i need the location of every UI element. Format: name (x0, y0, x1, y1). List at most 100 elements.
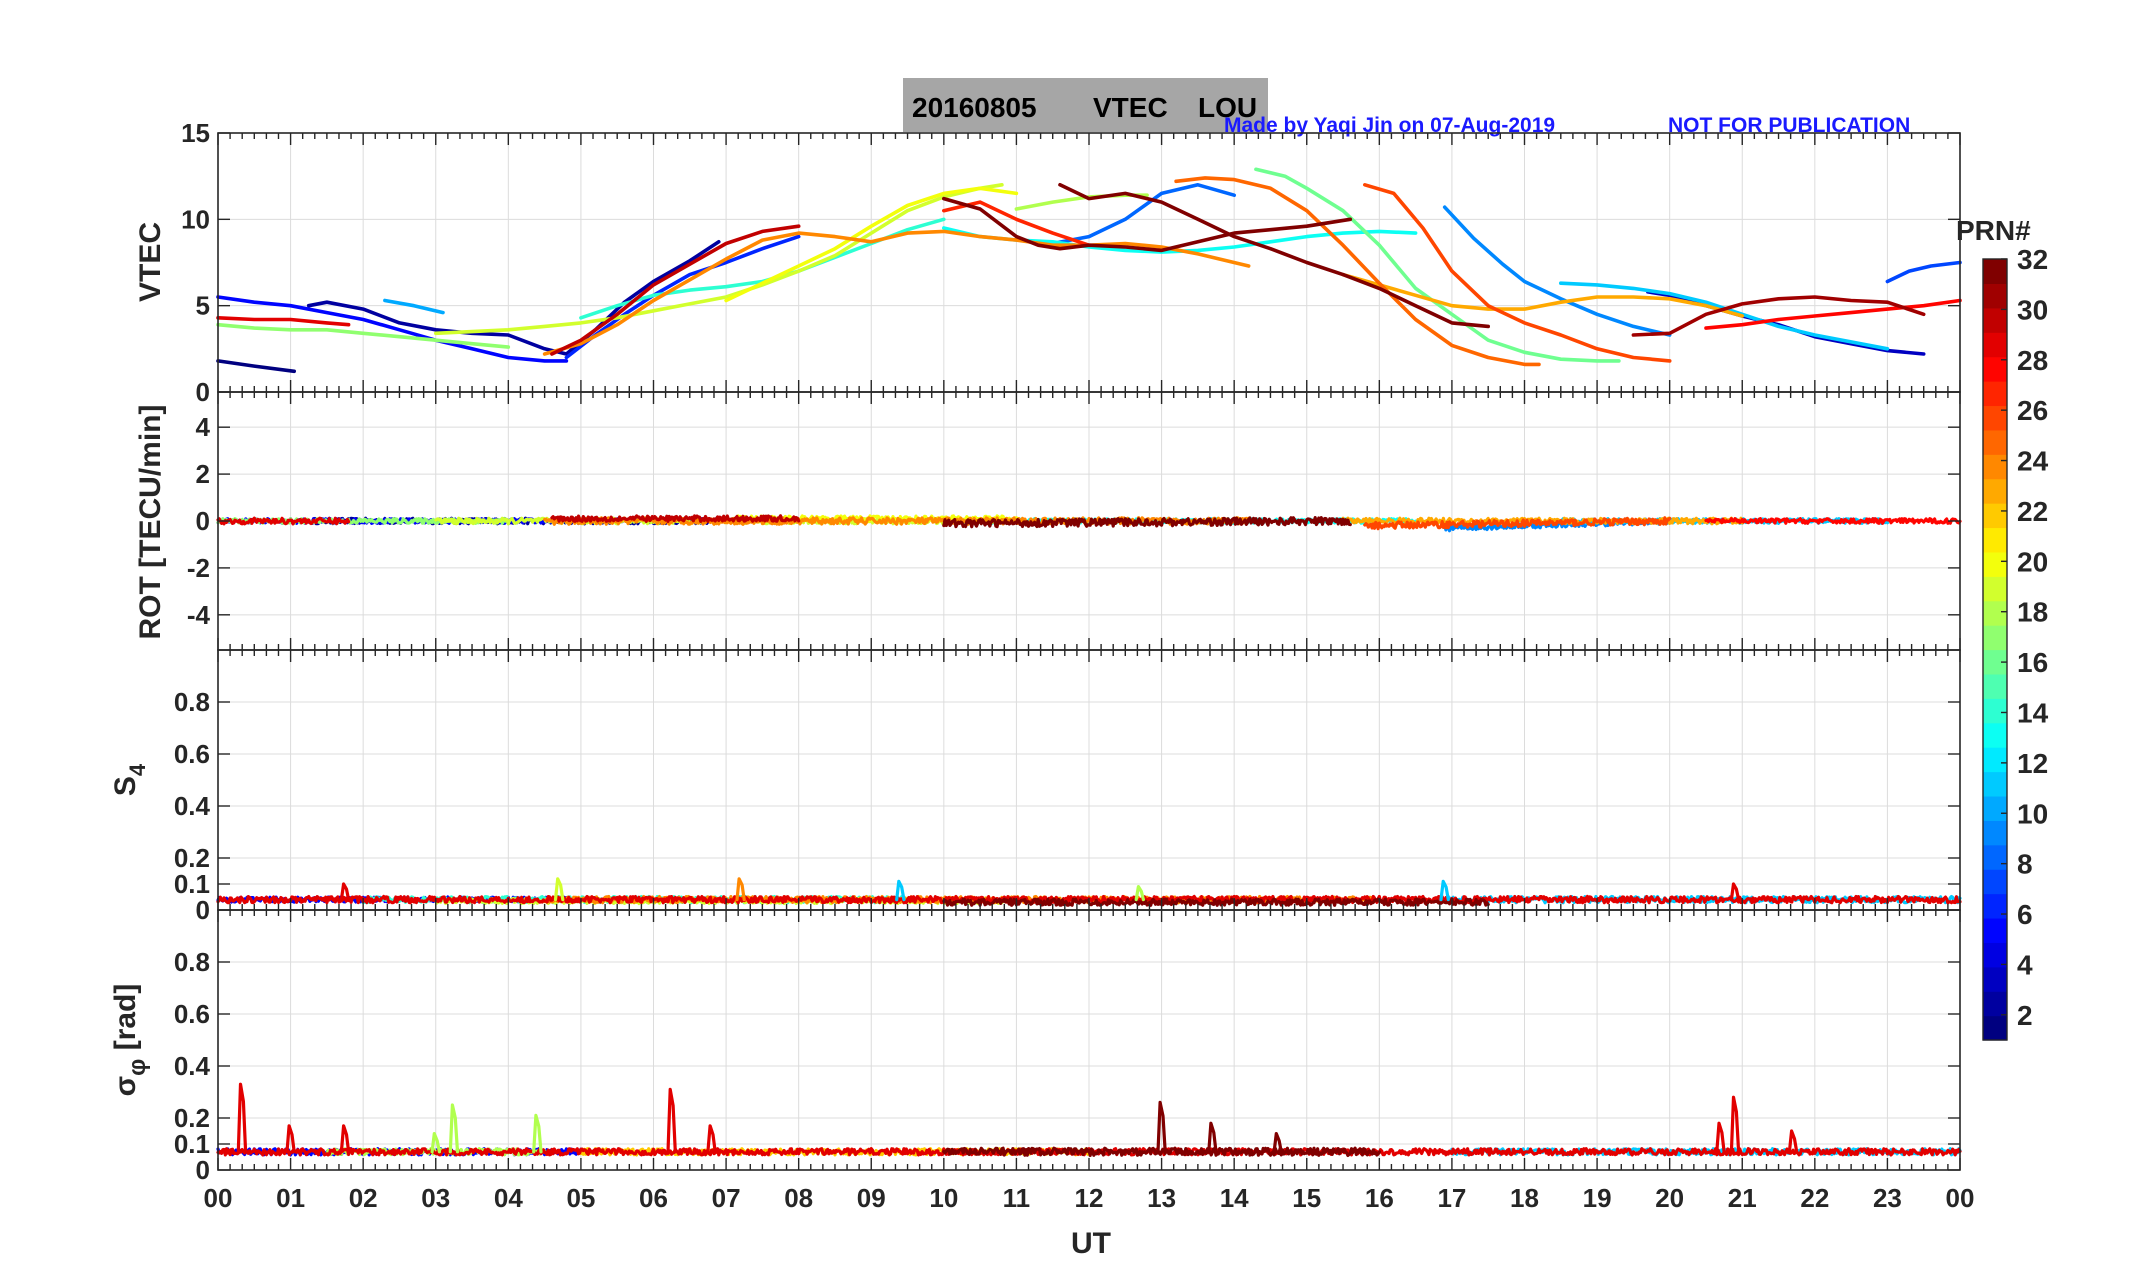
sigma-phi-spike (1787, 1129, 1799, 1154)
colorbar-tick-label: 4 (2017, 949, 2033, 980)
x-tick-label: 22 (1800, 1183, 1829, 1213)
x-tick-label: 18 (1510, 1183, 1539, 1213)
colorbar-segment (1983, 283, 2007, 309)
colorbar-segment (1983, 381, 2007, 407)
sigma-phi-ytick-label: 0.2 (174, 1103, 210, 1133)
x-tick-label: 02 (349, 1183, 378, 1213)
rot-ytick-label: 2 (196, 459, 210, 489)
title-date: 20160805 (912, 92, 1037, 123)
x-tick-label: 05 (566, 1183, 595, 1213)
x-tick-label: 10 (929, 1183, 958, 1213)
colorbar-segment (1983, 429, 2007, 455)
colorbar-segment (1983, 503, 2007, 529)
vtec-series-prn-24 (542, 229, 1251, 356)
rot-x-ticks (217, 392, 1961, 650)
s4-ytick-label: 0.2 (174, 843, 210, 873)
colorbar-tick-label: 20 (2017, 546, 2048, 577)
x-tick-label: 06 (639, 1183, 668, 1213)
s4-x-ticks (217, 650, 1961, 910)
rot-ytick-label: -4 (187, 600, 211, 630)
s4-spike (735, 877, 746, 902)
sigma-phi-spike (1207, 1121, 1218, 1154)
s4-series-prn-32 (942, 897, 1490, 907)
colorbar-tick-label: 16 (2017, 647, 2048, 678)
vtec-series-group (216, 167, 1962, 374)
rot-series-prn-29 (216, 516, 351, 526)
vtec-series-prn-8 (1050, 183, 1236, 246)
sigma-phi-x-ticks (217, 910, 1961, 1170)
vtec-panel: 0 5 10 15 (181, 118, 1962, 407)
x-tick-label: 23 (1873, 1183, 1902, 1213)
svg-text:S4: S4 (109, 763, 150, 796)
rot-series-prn-26 (1363, 516, 1672, 531)
vtec-series-prn-1 (216, 359, 297, 374)
vtec-series-prn-26 (1363, 183, 1672, 363)
sigma-phi-series-prn-32 (942, 1146, 1381, 1158)
colorbar-segment (1983, 771, 2007, 797)
x-tick-labels: 00 01 02 03 04 05 06 07 08 09 10 11 12 13 14 15 16 17 18 19… (204, 1183, 1975, 1213)
vtec-ylabel: VTEC (134, 222, 167, 302)
sigma-phi-ytick-label: 0.8 (174, 947, 210, 977)
credit-text: Made by Yaqi Jin on 07-Aug-2019 (1224, 114, 1555, 137)
vtec-series-prn-5 (216, 295, 569, 363)
s4-spike (895, 879, 906, 902)
colorbar-tick-label: 24 (2017, 446, 2049, 477)
sigma-phi-spike (1272, 1131, 1283, 1154)
vtec-series-prn-29 (216, 315, 351, 327)
sigma-phi-spike (430, 1131, 441, 1154)
x-tick-label: 09 (857, 1183, 886, 1213)
sigma-phi-ylabel: σφ [rad] (109, 984, 151, 1097)
s4-ytick-label: 0.8 (174, 687, 210, 717)
sigma-phi-spike (1715, 1121, 1726, 1154)
vtec-x-ticks (217, 133, 1961, 392)
vtec-series-prn-2 (306, 240, 721, 356)
x-tick-label: 17 (1437, 1183, 1466, 1213)
vtec-series-prn-6 (564, 234, 801, 360)
x-tick-label: 21 (1728, 1183, 1757, 1213)
colorbar-segment (1983, 454, 2007, 480)
colorbar-segment (1983, 966, 2007, 992)
vtec-series-prn-28 (1704, 298, 1962, 330)
sigma-phi-series-group (216, 1082, 1962, 1158)
sigma-phi-spike (706, 1124, 717, 1154)
vtec-ytick-label: 0 (196, 377, 210, 407)
x-tick-label: 20 (1655, 1183, 1684, 1213)
x-tick-label: 04 (494, 1183, 523, 1213)
vtec-series-prn-11 (1559, 281, 1890, 351)
x-tick-label: 07 (712, 1183, 741, 1213)
sigma-phi-spike (532, 1113, 543, 1154)
colorbar-segment (1983, 332, 2007, 358)
colorbar-segment (1983, 259, 2007, 285)
colorbar-tick-label: 6 (2017, 899, 2033, 930)
colorbar-segment (1983, 795, 2007, 821)
rot-series-group (216, 514, 1962, 533)
rot-ytick-label: -2 (187, 553, 210, 583)
colorbar-segment (1983, 356, 2007, 382)
x-tick-label: 12 (1075, 1183, 1104, 1213)
sigma-phi-spike (666, 1087, 677, 1154)
s4-spike (1134, 884, 1146, 902)
s4-spike (1439, 879, 1450, 902)
sigma-phi-ytick-label: 0 (196, 1155, 210, 1185)
title-box: 20160805 VTEC LOU (903, 78, 1268, 132)
title-station: LOU (1198, 92, 1257, 123)
vtec-ytick-label: 15 (181, 118, 210, 148)
x-tick-label: 03 (421, 1183, 450, 1213)
vtec-ytick-label: 10 (181, 204, 210, 234)
sigma-phi-ytick-label: 0.6 (174, 999, 210, 1029)
colorbar-tick-label: 18 (2017, 597, 2048, 628)
colorbar-segment (1983, 869, 2007, 895)
s4-ytick-label: 0.4 (174, 791, 211, 821)
sigma-phi-ytick-label: 0.4 (174, 1051, 211, 1081)
colorbar-segment (1983, 307, 2007, 333)
colorbar-segment (1983, 551, 2007, 577)
colorbar-segment (1983, 991, 2007, 1017)
colorbar-segment (1983, 698, 2007, 724)
s4-spike (553, 877, 565, 902)
colorbar-segment (1983, 893, 2007, 919)
svg-text:σφ [rad]: σφ [rad] (109, 984, 151, 1097)
colorbar-segment (1983, 844, 2007, 870)
vtec-series-prn-17 (216, 322, 511, 349)
colorbar-tick-label: 14 (2017, 697, 2049, 728)
